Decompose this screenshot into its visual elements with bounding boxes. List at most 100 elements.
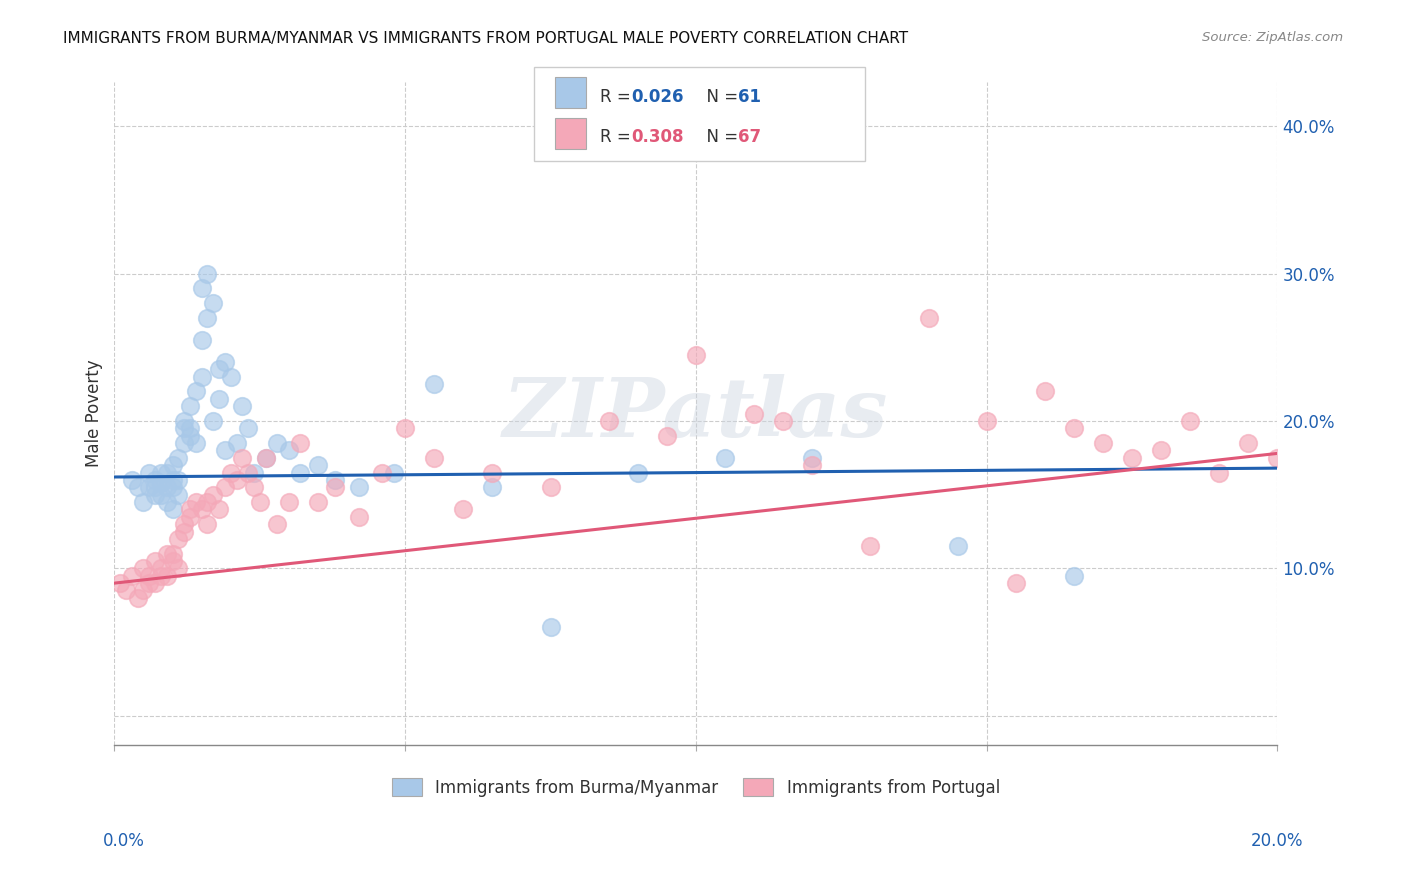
- Point: [714, 450, 737, 465]
- Point: [1267, 450, 1289, 465]
- Text: 61: 61: [738, 87, 761, 106]
- Point: [149, 561, 172, 575]
- Text: 20.0%: 20.0%: [1250, 831, 1303, 849]
- Point: [231, 399, 253, 413]
- Text: 0.0%: 0.0%: [103, 831, 145, 849]
- Point: [156, 547, 179, 561]
- Point: [202, 488, 225, 502]
- Point: [382, 466, 405, 480]
- Point: [307, 458, 329, 473]
- Point: [598, 414, 620, 428]
- Point: [173, 421, 195, 435]
- Point: [347, 509, 370, 524]
- Point: [627, 466, 650, 480]
- Point: [236, 421, 259, 435]
- Point: [197, 495, 219, 509]
- Point: [1208, 466, 1230, 480]
- Point: [236, 466, 259, 480]
- Point: [121, 473, 143, 487]
- Point: [121, 568, 143, 582]
- Text: IMMIGRANTS FROM BURMA/MYANMAR VS IMMIGRANTS FROM PORTUGAL MALE POVERTY CORRELATI: IMMIGRANTS FROM BURMA/MYANMAR VS IMMIGRA…: [63, 31, 908, 46]
- Point: [1004, 576, 1026, 591]
- Point: [162, 554, 184, 568]
- Point: [156, 480, 179, 494]
- Point: [143, 480, 166, 494]
- Point: [214, 355, 236, 369]
- Point: [540, 620, 562, 634]
- Point: [214, 480, 236, 494]
- Point: [225, 436, 247, 450]
- Point: [162, 473, 184, 487]
- Point: [179, 421, 201, 435]
- Point: [179, 502, 201, 516]
- Point: [243, 466, 266, 480]
- Point: [138, 568, 160, 582]
- Point: [208, 392, 231, 406]
- Text: N =: N =: [696, 87, 744, 106]
- Point: [167, 561, 190, 575]
- Point: [202, 414, 225, 428]
- Point: [307, 495, 329, 509]
- Point: [156, 568, 179, 582]
- Point: [481, 480, 503, 494]
- Point: [325, 473, 347, 487]
- Point: [173, 517, 195, 532]
- Point: [208, 362, 231, 376]
- Point: [132, 583, 155, 598]
- Point: [254, 450, 277, 465]
- Point: [143, 576, 166, 591]
- Legend: Immigrants from Burma/Myanmar, Immigrants from Portugal: Immigrants from Burma/Myanmar, Immigrant…: [385, 772, 1007, 804]
- Point: [127, 480, 149, 494]
- Point: [540, 480, 562, 494]
- Point: [173, 524, 195, 539]
- Text: Source: ZipAtlas.com: Source: ZipAtlas.com: [1202, 31, 1343, 45]
- Point: [156, 466, 179, 480]
- Point: [801, 458, 824, 473]
- Point: [1063, 568, 1085, 582]
- Point: [772, 414, 794, 428]
- Point: [197, 517, 219, 532]
- Text: 0.308: 0.308: [631, 128, 683, 146]
- Point: [655, 428, 678, 442]
- Point: [1178, 414, 1201, 428]
- Point: [179, 399, 201, 413]
- Point: [214, 443, 236, 458]
- Point: [115, 583, 138, 598]
- Point: [254, 450, 277, 465]
- Point: [184, 436, 207, 450]
- Point: [266, 517, 288, 532]
- Point: [290, 436, 312, 450]
- Point: [1150, 443, 1173, 458]
- Point: [149, 488, 172, 502]
- Point: [231, 450, 253, 465]
- Text: R =: R =: [600, 128, 637, 146]
- Point: [1121, 450, 1143, 465]
- Point: [1033, 384, 1056, 399]
- Point: [277, 443, 299, 458]
- Point: [190, 502, 212, 516]
- Point: [132, 495, 155, 509]
- Point: [149, 475, 172, 490]
- Point: [179, 428, 201, 442]
- Point: [138, 480, 160, 494]
- Point: [149, 466, 172, 480]
- Point: [1091, 436, 1114, 450]
- Point: [162, 458, 184, 473]
- Point: [249, 495, 271, 509]
- Point: [347, 480, 370, 494]
- Text: 67: 67: [738, 128, 761, 146]
- Point: [190, 369, 212, 384]
- Point: [423, 377, 446, 392]
- Point: [162, 480, 184, 494]
- Point: [917, 310, 939, 325]
- Text: 0.026: 0.026: [631, 87, 683, 106]
- Point: [127, 591, 149, 605]
- Point: [167, 450, 190, 465]
- Point: [202, 296, 225, 310]
- Point: [190, 333, 212, 347]
- Point: [143, 554, 166, 568]
- Point: [167, 473, 190, 487]
- Point: [149, 568, 172, 582]
- Point: [423, 450, 446, 465]
- Point: [219, 369, 242, 384]
